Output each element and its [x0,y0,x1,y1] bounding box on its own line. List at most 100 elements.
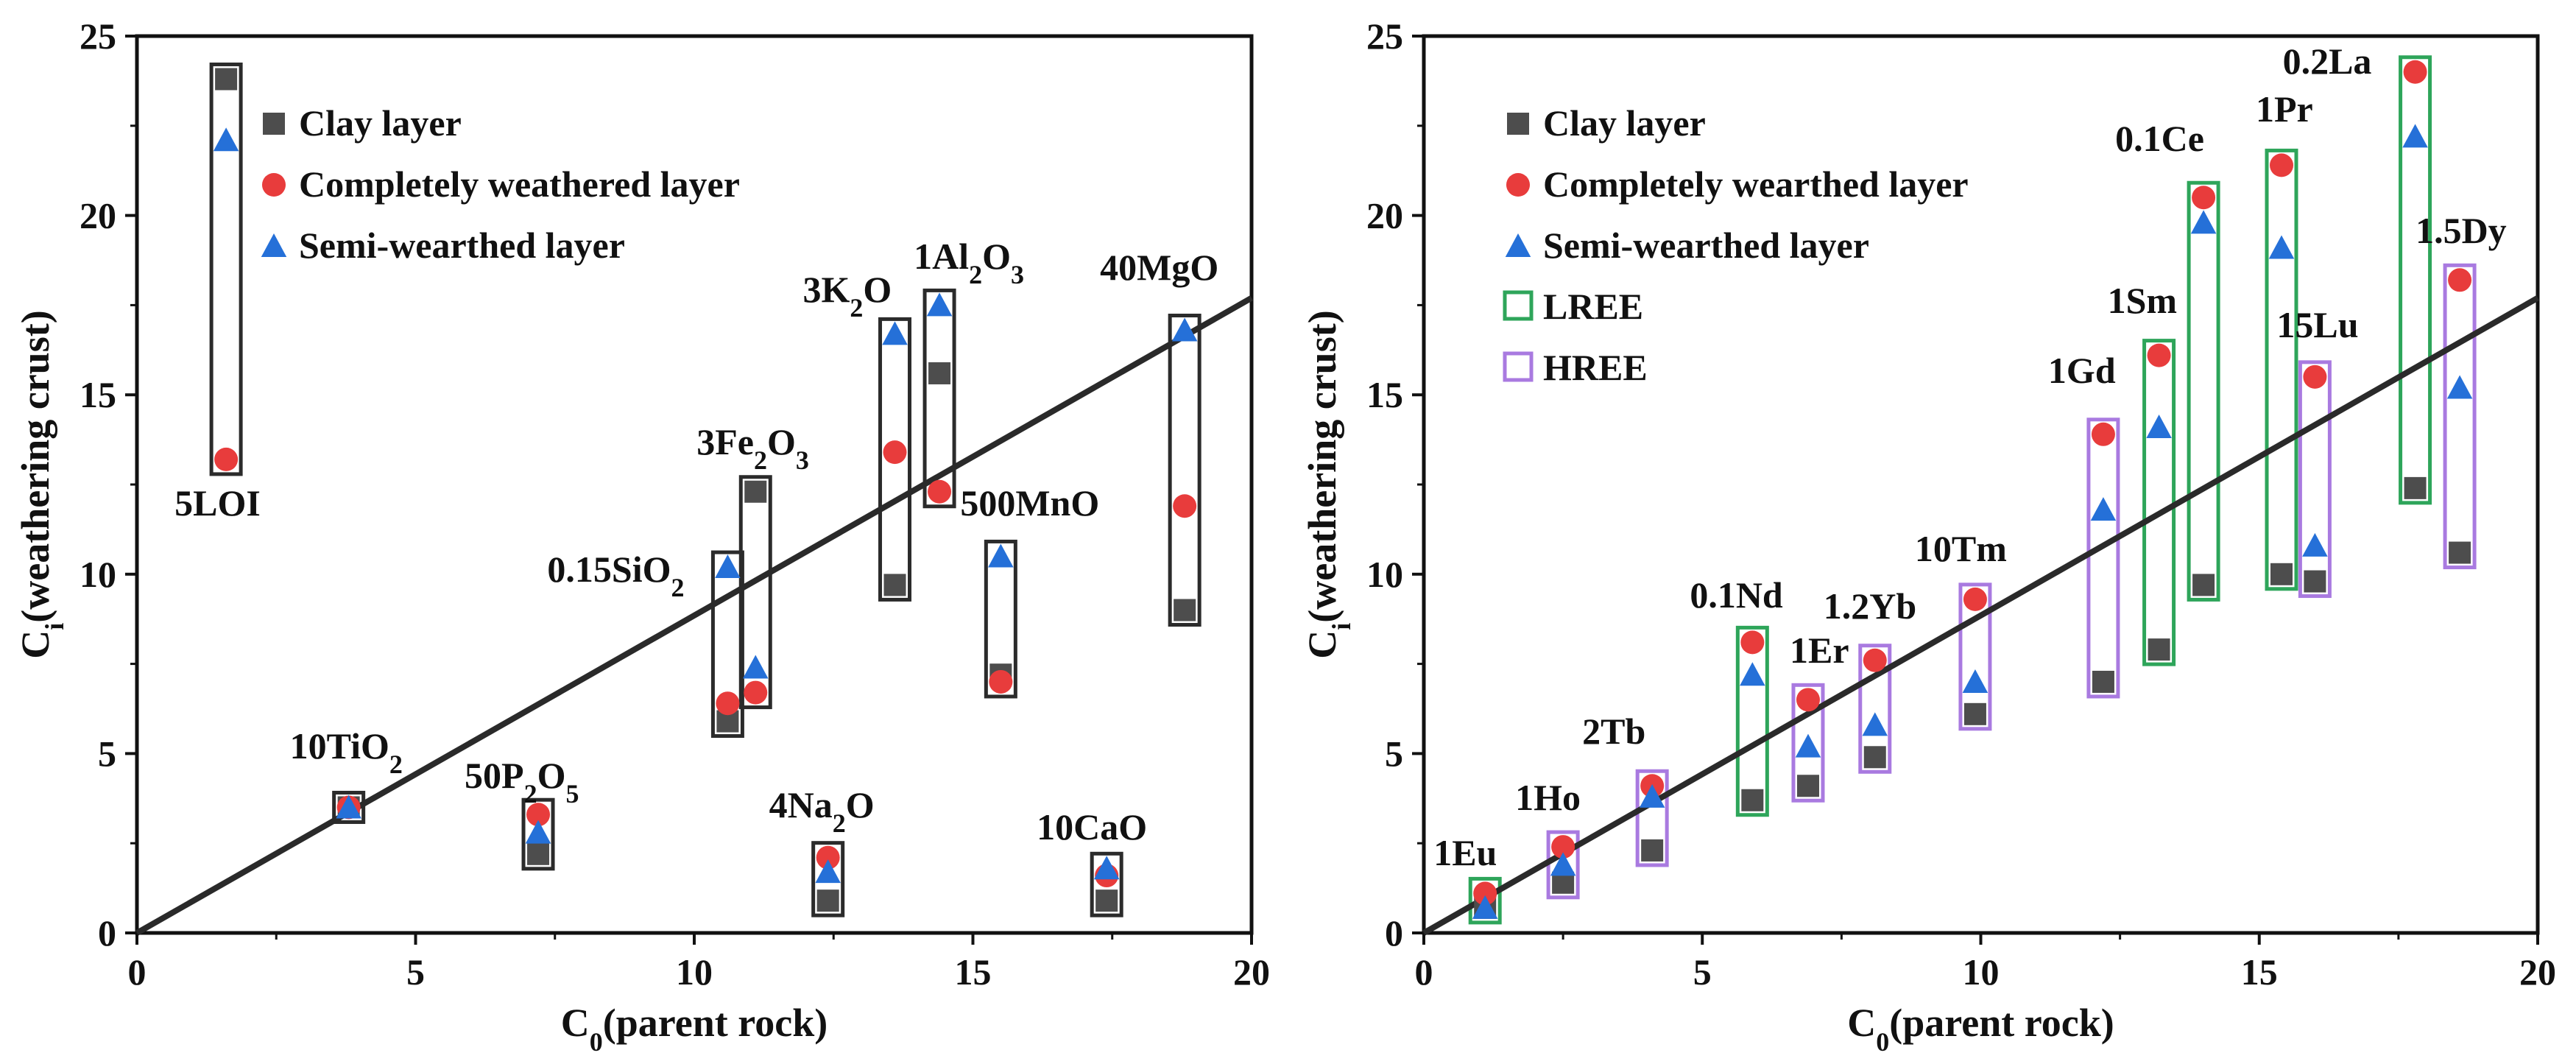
right-point-label: 1Gd [2048,350,2116,391]
left-y-axis-title: Ci(weathering crust) [13,310,69,658]
point-label-part: 5 [565,779,579,808]
completely-weathered-marker [883,440,907,465]
right-group-box [1791,683,1825,803]
left-point-label: 50P2O5 [465,755,579,808]
right-group-box [1635,769,1669,867]
left-group-box [332,790,366,824]
semi-weathered-marker [1862,712,1888,736]
semi-weathered-marker [2190,210,2217,234]
right-point-label: 1Eu [1433,832,1497,873]
completely-weathered-marker [928,479,952,504]
semi-weathered-marker [2146,415,2172,439]
clay-layer-marker [1174,599,1196,621]
right-point-label: 0.1Ce [2115,118,2204,159]
left-group-box [209,62,243,476]
semi-weathered-marker [1472,895,1498,919]
right-data-markers [1472,60,2473,919]
point-label-part: 0.1Ce [2115,118,2204,159]
completely-weathered-marker [1863,648,1887,672]
legend-item: HREE [1503,347,1648,388]
clay-layer-marker [527,842,550,865]
left-point-label: 0.15SiO2 [547,549,684,602]
right-group-box [2265,148,2298,591]
point-label-part: 10TiO [290,725,389,767]
semi-weathered-marker [988,543,1014,568]
left-group-box [984,539,1017,699]
semi-weathered-marker [743,655,769,679]
left-fit-line [135,295,1253,936]
left-y-tick-label: 20 [80,195,116,236]
right-point-label: 1Pr [2256,88,2313,130]
point-label-part: 1Al [914,236,969,277]
left-x-tick-label: 20 [1233,951,1270,993]
completely-weathered-marker [1963,587,1987,611]
point-label-part: 2 [969,260,982,289]
right-point-label: 1Ho [1515,777,1581,818]
y-axis-title-main: C [13,630,57,659]
semi-weathered-marker [213,127,239,152]
clay-layer-marker [2270,563,2293,585]
semi-weathered-marker [2402,124,2428,148]
left-point-label: 40MgO [1100,247,1218,288]
point-label-part: 2 [389,750,403,779]
right-fit-line [1422,295,2539,936]
clay-layer-marker [1641,839,1664,862]
clay-layer-marker [1796,775,1819,797]
point-label-part: 2 [833,808,846,838]
left-x-tick-label: 10 [676,951,713,993]
point-label-part: 1Ho [1515,777,1581,818]
right-group-box [1468,876,1502,925]
point-label-part: O [863,269,892,310]
y-axis-title-subscript: i [40,623,69,630]
point-label-part: 1.2Yb [1824,585,1916,627]
right-y-tick-label: 5 [1385,733,1403,774]
left-y-tick-label: 15 [80,374,116,415]
point-label-part: 500MnO [960,482,1099,524]
completely-weathered-marker [1796,688,1820,712]
completely-weathered-marker [1506,173,1530,197]
right-point-label: 1Er [1790,630,1849,671]
legend-item: Semi-wearthed layer [261,225,625,266]
right-group-box [2298,360,2332,599]
completely-weathered-marker [1740,630,1765,655]
right-point-label: 0.1Nd [1690,574,1783,616]
completely-weathered-marker [2303,364,2327,389]
left-group-box [811,841,845,917]
semi-weathered-marker [2090,497,2117,521]
legend-label: Semi-wearthed layer [299,225,625,266]
left-data-markers [213,68,1198,912]
left-y-tick-label: 25 [80,15,116,57]
clay-layer-marker [2404,476,2427,499]
clay-layer-marker [1863,746,1886,769]
left-point-label: 10CaO [1037,806,1147,848]
legend-item: Clay layer [1507,102,1706,144]
x-axis-title-rest: (parent rock) [603,1001,828,1045]
left-point-label: 4Na2O [769,784,875,838]
left-x-tick-label: 15 [955,951,992,993]
right-point-label: 1.5Dy [2416,210,2507,251]
semi-weathered-marker [1962,669,1989,693]
left-point-label: 3K2O [803,269,892,323]
y-axis-title-subscript: i [1327,623,1356,630]
right-group-box [1735,625,1769,817]
point-label-part: 1.5Dy [2416,210,2507,251]
completely-weathered-marker [989,669,1013,694]
legend-label: LREE [1543,286,1643,327]
semi-weathered-marker [2268,235,2295,259]
left-group-box [922,288,956,509]
semi-weathered-marker [1639,783,1665,808]
semi-weathered-marker [1740,662,1765,686]
clay-layer-marker [2148,638,2170,661]
right-y-tick-label: 20 [1366,195,1403,236]
right-group-box [1958,582,1992,731]
left-y-tick-label: 5 [98,733,116,774]
completely-weathered-marker [2192,186,2216,210]
left-x-axis-title: C0(parent rock) [561,1001,828,1057]
point-label-part: 4Na [769,784,833,825]
completely-weathered-marker [816,845,840,870]
x-axis-title-rest: (parent rock) [1889,1001,2114,1045]
semi-weathered-marker [715,554,741,579]
point-label-part: O [846,784,875,825]
completely-weathered-marker [2403,60,2427,84]
